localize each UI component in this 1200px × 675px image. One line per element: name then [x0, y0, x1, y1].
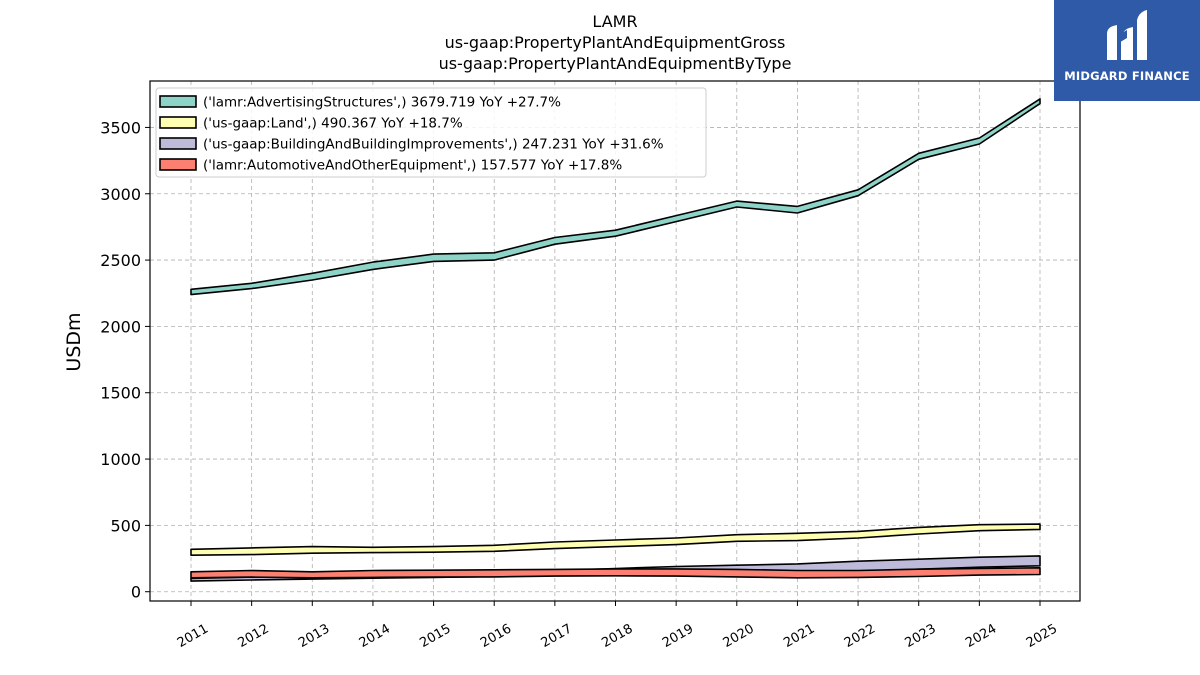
series-band: [190, 523, 1041, 556]
x-tick-label: 2018: [599, 621, 635, 651]
legend[interactable]: ('lamr:AdvertisingStructures',) 3679.719…: [155, 87, 707, 178]
x-tick-label: 2025: [1024, 621, 1060, 651]
series-band: [190, 98, 1041, 296]
y-tick-label: 3500: [100, 118, 141, 137]
chart-title-line: LAMR: [592, 12, 637, 31]
chart-title-line: us-gaap:PropertyPlantAndEquipmentByType: [439, 54, 792, 73]
x-tick-label: 2024: [963, 621, 999, 651]
legend-swatch: [159, 116, 197, 129]
x-axis: 2011 2012 2013 2014 2015 2016 2017 2018 2019 2020…: [175, 601, 1060, 651]
chart-title-line: us-gaap:PropertyPlantAndEquipmentGross: [445, 33, 786, 52]
x-tick-label: 2023: [903, 621, 939, 651]
y-tick-label: 2000: [100, 317, 141, 336]
y-tick-label: 3000: [100, 185, 141, 204]
logo-badge: MIDGARD FINANCE: [1054, 0, 1200, 101]
legend-box: [155, 87, 707, 178]
y-tick-label: 1000: [100, 450, 141, 469]
x-tick-label: 2014: [357, 621, 393, 651]
legend-entry-label: ('lamr:AdvertisingStructures',) 3679.719…: [203, 95, 561, 111]
y-tick-label: 500: [110, 516, 141, 535]
logo-text: MIDGARD FINANCE: [1064, 69, 1190, 83]
legend-swatch: [159, 137, 197, 150]
x-tick-label: 2015: [417, 621, 453, 651]
chart-title: LAMR us-gaap:PropertyPlantAndEquipmentGro…: [439, 12, 792, 73]
legend-entry-label: ('us-gaap:Land',) 490.367 YoY +18.7%: [203, 116, 463, 132]
legend-entry-label: ('lamr:AutomotiveAndOtherEquipment',) 15…: [203, 158, 622, 174]
x-tick-label: 2022: [842, 621, 878, 651]
x-tick-label: 2016: [478, 621, 514, 651]
legend-swatch: [159, 95, 197, 108]
x-tick-label: 2013: [296, 621, 332, 651]
x-tick-label: 2019: [660, 621, 696, 651]
series-layer: [190, 98, 1041, 582]
x-tick-label: 2011: [175, 621, 211, 651]
x-tick-label: 2021: [781, 621, 817, 651]
series-band: [190, 567, 1041, 579]
y-tick-label: 0: [131, 583, 141, 602]
legend-entry-label: ('us-gaap:BuildingAndBuildingImprovement…: [203, 137, 664, 153]
x-tick-label: 2012: [235, 621, 271, 651]
x-tick-label: 2020: [721, 621, 757, 651]
x-tick-label: 2017: [539, 621, 575, 651]
logo-mark-icon: [1107, 10, 1147, 60]
y-tick-label: 2500: [100, 251, 141, 270]
y-axis: 0 500 1000 1500 2000 2500 3000 3500: [100, 118, 150, 602]
y-axis-label: USDm: [63, 312, 85, 371]
y-tick-label: 1500: [100, 384, 141, 403]
legend-swatch: [159, 158, 197, 171]
